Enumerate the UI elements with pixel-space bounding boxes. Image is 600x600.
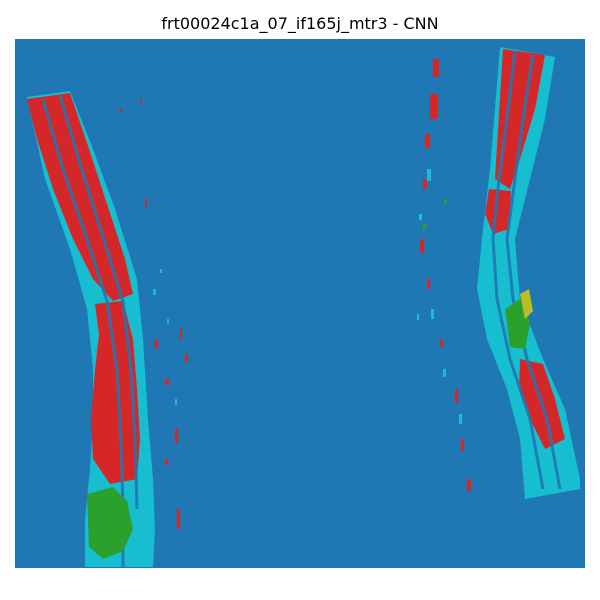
left-scatter [120, 99, 188, 529]
right-strip-olive [520, 289, 533, 319]
classification-map [15, 39, 585, 568]
left-strip-green [87, 487, 133, 559]
right-strip-stripes [491, 50, 562, 490]
classification-map-image [15, 39, 585, 568]
right-strip-red-mid [485, 189, 511, 234]
right-strip-red-upper [495, 49, 545, 189]
mid-right-band-green [423, 199, 447, 230]
figure-title: frt00024c1a_07_if165j_mtr3 - CNN [161, 14, 439, 33]
mid-right-band [420, 59, 471, 491]
mid-right-band-cyan [417, 169, 462, 424]
left-scatter-cyan [153, 269, 177, 405]
